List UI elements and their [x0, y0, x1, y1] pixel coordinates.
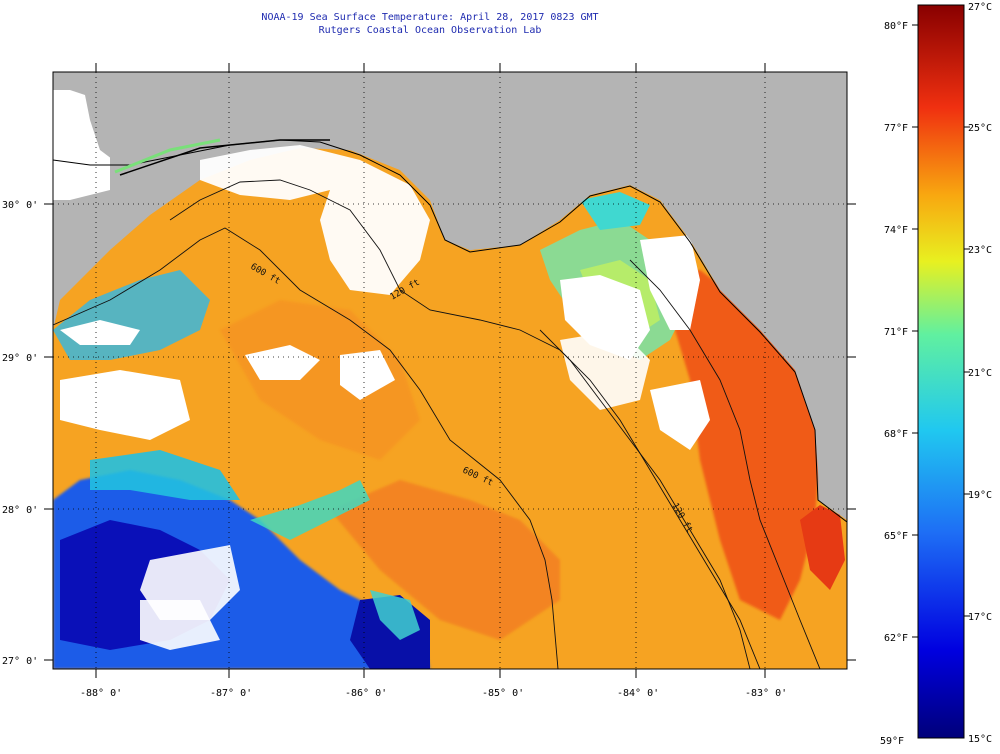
figure-subtitle: Rutgers Coastal Ocean Observation Lab — [318, 25, 542, 36]
warm-patch-tampa — [800, 505, 845, 590]
cloud-mask-shelf — [560, 330, 650, 410]
colorbar-c-label: 25°C — [968, 123, 992, 134]
map-plot-area — [53, 72, 847, 669]
contour-600ft-west — [53, 227, 559, 669]
colorbar-f-label: 62°F — [884, 633, 908, 644]
cloud-mask-center-loop — [245, 345, 320, 380]
warm-band-east — [660, 270, 820, 620]
cloud-mask-east — [640, 235, 700, 330]
lat-label: 30° 0' — [2, 200, 38, 211]
lat-label: 29° 0' — [2, 353, 38, 364]
map-frame — [52, 71, 848, 670]
colorbar-c-label: 27°C — [968, 2, 992, 13]
lon-label: -87° 0' — [210, 688, 252, 699]
cloud-mask-west2 — [60, 320, 140, 345]
barrier-islands — [119, 139, 330, 176]
cyan-apalachee — [580, 192, 650, 230]
teal-band-3 — [370, 590, 420, 640]
warm-band-south — [330, 480, 560, 640]
teal-band-2 — [250, 480, 370, 540]
colorbar-gradient — [917, 4, 965, 739]
colorbar-c-label: 15°C — [968, 734, 992, 745]
contour-120ft-east — [629, 259, 821, 669]
colorbar-c-label: 21°C — [968, 368, 992, 379]
lon-label: -83° 0' — [745, 688, 787, 699]
figure-title: NOAA-19 Sea Surface Temperature: April 2… — [261, 12, 599, 23]
cloud-mask-mobile — [200, 145, 430, 295]
colorbar-f-label: 59°F — [880, 736, 904, 747]
cloud-mask-east2 — [650, 380, 710, 450]
colorbar-f-label: 68°F — [884, 429, 908, 440]
colorbar-c-label: 23°C — [968, 245, 992, 256]
colorbar-f-label: 65°F — [884, 531, 908, 542]
axis-ticks — [44, 63, 856, 678]
teal-band-1 — [90, 450, 240, 500]
coastline — [53, 139, 847, 523]
colorbar-f-label: 77°F — [884, 123, 908, 134]
colorbar-f-label: 74°F — [884, 225, 908, 236]
cloud-mask-center2 — [340, 350, 395, 400]
lat-label: 27° 0' — [2, 656, 38, 667]
colorbar-ticks — [912, 24, 970, 638]
colorbar-f-label: 71°F — [884, 327, 908, 338]
lon-label: -85° 0' — [482, 688, 524, 699]
lon-label: -86° 0' — [345, 688, 387, 699]
lon-label: -88° 0' — [80, 688, 122, 699]
land-northern-coast — [53, 72, 847, 520]
lon-label: -84° 0' — [617, 688, 659, 699]
green-coastal-strip — [114, 138, 221, 174]
colorbar-f-label: 80°F — [884, 21, 908, 32]
warm-patch-center — [220, 300, 420, 460]
cloud-mask-sw2 — [140, 600, 220, 650]
colorbar-c-label: 17°C — [968, 612, 992, 623]
contour-120ft-west — [169, 179, 761, 669]
colorbar-c-label: 19°C — [968, 490, 992, 501]
lat-label: 28° 0' — [2, 505, 38, 516]
contour-600ft-east — [539, 329, 751, 669]
cloud-mask-west — [60, 370, 190, 440]
